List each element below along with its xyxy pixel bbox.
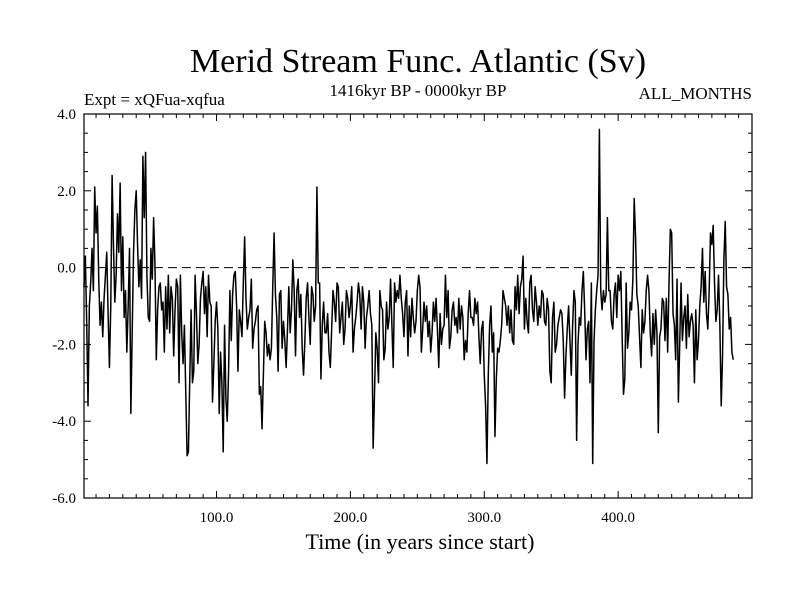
axis-ticks <box>84 113 753 499</box>
y-tick-label: 2.0 <box>57 184 76 200</box>
y-tick-label: 0.0 <box>57 261 76 277</box>
x-axis-label: Time (in years since start) <box>306 529 535 554</box>
x-tick-label: 200.0 <box>334 510 368 526</box>
y-tick-label: -2.0 <box>52 337 76 353</box>
y-tick-label: -4.0 <box>52 414 76 430</box>
subtitle-period: 1416kyr BP - 0000kyr BP <box>330 81 507 100</box>
plot-frame <box>83 113 753 499</box>
y-tick-label: 4.0 <box>57 107 76 123</box>
y-tick-label: -6.0 <box>52 491 76 507</box>
subtitle-experiment: Expt = xQFua-xqfua <box>84 90 225 109</box>
x-tick-labels: 100.0 200.0 300.0 400.0 <box>200 510 635 526</box>
x-tick-label: 100.0 <box>200 510 234 526</box>
x-tick-label: 400.0 <box>601 510 635 526</box>
x-tick-label: 300.0 <box>467 510 501 526</box>
series-line <box>83 128 734 465</box>
chart-title: Merid Stream Func. Atlantic (Sv) <box>190 43 646 80</box>
y-tick-labels: -6.0 -4.0 -2.0 0.0 2.0 4.0 <box>52 107 76 507</box>
subtitle-months: ALL_MONTHS <box>639 84 752 103</box>
